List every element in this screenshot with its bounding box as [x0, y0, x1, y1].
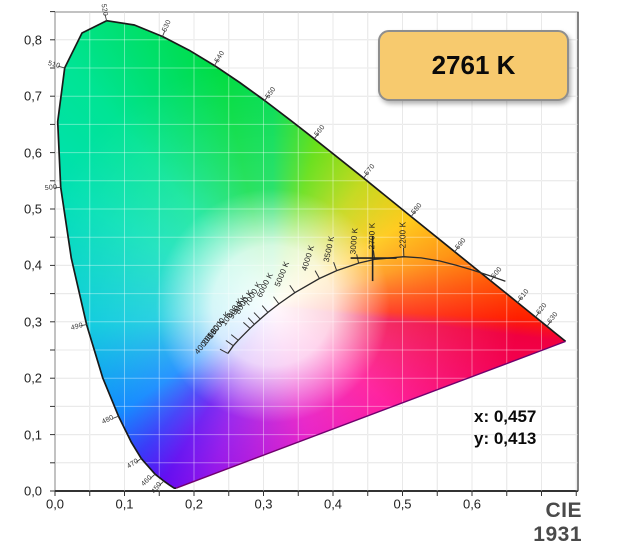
wavelength-label-530: 530: [160, 19, 173, 34]
wavelength-label-490: 490: [69, 321, 84, 332]
measurement-x: x: 0,457: [474, 407, 537, 426]
x-tick-label-0,2: 0,2: [184, 496, 204, 512]
wavelength-label-560: 560: [313, 123, 327, 138]
wavelength-label-580: 580: [410, 201, 424, 216]
chart-title: CIE 1931: [533, 499, 582, 546]
x-tick-label-0,3: 0,3: [254, 496, 273, 512]
wavelength-label-600: 600: [490, 265, 504, 280]
y-tick-label-0,5: 0,5: [23, 201, 43, 217]
wavelength-label-590: 590: [454, 236, 468, 251]
x-tick-label-0,4: 0,4: [323, 496, 343, 512]
planckian-tick-3500K: 3500 K: [321, 234, 336, 263]
wavelength-label-470: 470: [126, 458, 141, 471]
wavelength-label-460: 460: [140, 474, 154, 489]
y-tick-label-0,1: 0,1: [23, 427, 43, 443]
planckian-tick-3000K: 3000 K: [348, 227, 360, 255]
wavelength-label-620: 620: [535, 302, 549, 317]
wavelength-label-550: 550: [264, 85, 278, 100]
wavelength-label-610: 610: [517, 287, 531, 302]
x-tick-label-0,0: 0,0: [45, 496, 65, 512]
y-tick-label-0,8: 0,8: [23, 32, 43, 48]
x-tick-label-0,1: 0,1: [115, 496, 134, 512]
y-tick-label-0,4: 0,4: [23, 257, 43, 273]
y-tick-label-0,0: 0,0: [23, 483, 43, 499]
planckian-tick-5000K: 5000 K: [272, 259, 291, 288]
x-tick-label-0,6: 0,6: [462, 496, 482, 512]
y-tick-label-0,3: 0,3: [23, 314, 43, 330]
wavelength-label-480: 480: [101, 414, 116, 426]
measurement-y: y: 0,413: [474, 429, 537, 448]
wavelength-label-520: 520: [99, 3, 109, 17]
wavelength-label-540: 540: [213, 49, 226, 64]
y-tick-label-0,6: 0,6: [23, 145, 43, 161]
y-tick-label-0,7: 0,7: [23, 88, 43, 104]
wavelength-label-630: 630: [546, 311, 560, 326]
cct-badge: 2761 K: [378, 30, 569, 101]
wavelength-label-500: 500: [44, 184, 58, 193]
planckian-tick-40000K: 40000 K: [192, 326, 220, 357]
x-tick-label-0,5: 0,5: [393, 496, 412, 512]
planckian-tick-4000K: 4000 K: [300, 244, 317, 273]
wavelength-label-570: 570: [363, 163, 377, 178]
planckian-tick-2200K: 2200 K: [398, 221, 408, 248]
y-tick-label-0,2: 0,2: [23, 370, 43, 386]
wavelength-label-510: 510: [46, 59, 61, 70]
measurement-coordinates: x: 0,457 y: 0,413: [474, 406, 536, 450]
planckian-tick-2700K: 2700 K: [366, 223, 377, 250]
wavelength-label-450: 450: [150, 480, 164, 496]
cct-value: 2761 K: [431, 50, 516, 80]
